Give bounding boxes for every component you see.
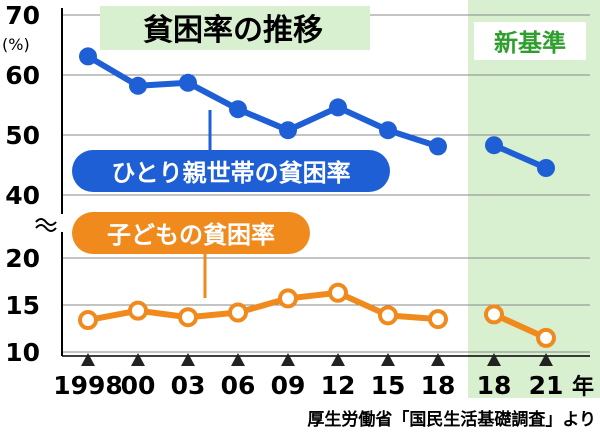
x-tick-label-8: 18 bbox=[477, 371, 512, 400]
x-tick-label-5: 12 bbox=[321, 371, 356, 400]
y-tick-label-lower-15: 15 bbox=[5, 291, 40, 320]
series-0-point-4 bbox=[279, 121, 297, 139]
series-1-point-3 bbox=[230, 305, 246, 321]
y-tick-label-lower-20: 20 bbox=[5, 244, 40, 273]
series-1-point-0 bbox=[80, 312, 96, 328]
series-1-point-6 bbox=[380, 307, 396, 323]
x-tick-label-3: 06 bbox=[221, 371, 256, 400]
series-1-point-9 bbox=[538, 330, 554, 346]
new-standard-label: 新基準 bbox=[494, 29, 566, 57]
chart-title: 貧困率の推移 bbox=[143, 13, 323, 48]
x-axis-unit: 年 bbox=[572, 374, 594, 400]
x-tick-marker-5 bbox=[331, 353, 345, 366]
series-1-label: 子どもの貧困率 bbox=[107, 221, 275, 249]
x-tick-label-7: 18 bbox=[421, 371, 456, 400]
series-1-point-1 bbox=[130, 303, 146, 319]
series-0-point-2 bbox=[179, 74, 197, 92]
series-0-point-3 bbox=[229, 100, 247, 118]
x-tick-label-4: 09 bbox=[271, 371, 306, 400]
x-tick-label-6: 15 bbox=[371, 371, 406, 400]
series-1-point-2 bbox=[180, 309, 196, 325]
series-1-point-4 bbox=[280, 290, 296, 306]
series-0-point-7 bbox=[429, 137, 447, 155]
series-1-point-5 bbox=[330, 285, 346, 301]
series-0-label: ひとり親世帯の貧困率 bbox=[111, 159, 350, 187]
series-0-point-0 bbox=[79, 47, 97, 65]
x-tick-marker-4 bbox=[281, 353, 295, 366]
x-tick-marker-1 bbox=[131, 353, 145, 366]
series-0-point-5 bbox=[329, 98, 347, 116]
y-tick-label-upper-70: 70 bbox=[5, 1, 40, 30]
y-tick-label-upper-40: 40 bbox=[5, 181, 40, 210]
series-0-point-6 bbox=[379, 121, 397, 139]
axis-break-gap bbox=[30, 214, 70, 232]
series-0-point-9 bbox=[537, 159, 555, 177]
x-tick-label-1: 00 bbox=[121, 371, 156, 400]
y-tick-label-upper-50: 50 bbox=[5, 121, 40, 150]
x-tick-marker-3 bbox=[231, 353, 245, 366]
x-tick-marker-6 bbox=[381, 353, 395, 366]
source-note: 厚生労働省「国民生活基礎調査」より bbox=[307, 409, 596, 430]
x-tick-marker-0 bbox=[81, 353, 95, 366]
y-tick-label-lower-10: 10 bbox=[5, 338, 40, 367]
series-1-point-7 bbox=[430, 311, 446, 327]
y-axis-unit: (%) bbox=[2, 35, 30, 54]
x-tick-label-2: 03 bbox=[171, 371, 206, 400]
y-tick-label-upper-60: 60 bbox=[5, 61, 40, 90]
series-1-point-8 bbox=[486, 306, 502, 322]
series-0-point-8 bbox=[485, 136, 503, 154]
x-tick-marker-2 bbox=[181, 353, 195, 366]
x-tick-marker-7 bbox=[431, 353, 445, 366]
x-tick-label-0: 1998 bbox=[53, 371, 123, 400]
series-0-point-1 bbox=[129, 77, 147, 95]
x-tick-label-9: 21 bbox=[529, 371, 564, 400]
